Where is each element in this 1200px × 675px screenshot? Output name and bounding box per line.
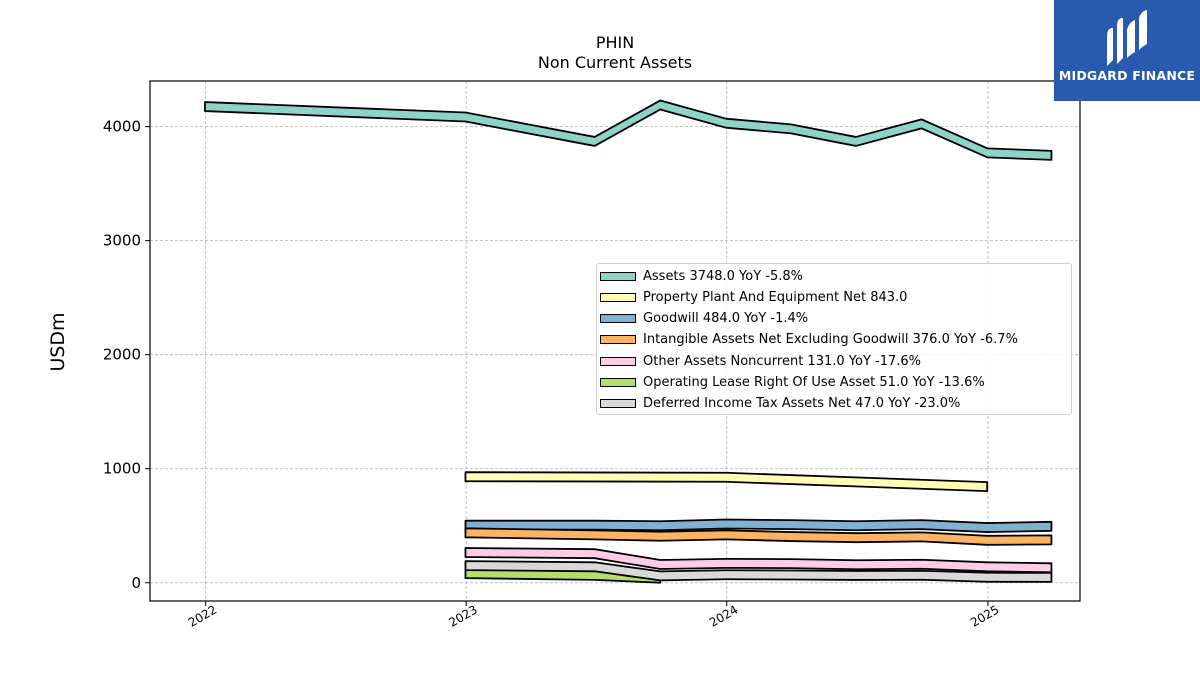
- x-tick-label: 2023: [446, 602, 479, 629]
- legend-item: Deferred Income Tax Assets Net 47.0 YoY …: [599, 394, 960, 414]
- legend-swatch: [600, 399, 636, 409]
- midgard-logo-icon: [1107, 10, 1147, 66]
- legend-swatch: [600, 271, 636, 281]
- y-tick-label: 3000: [103, 232, 141, 250]
- chart-subtitle: Non Current Assets: [537, 53, 693, 72]
- x-tick-label: 2025: [968, 602, 1001, 629]
- axis-layer: 0 1000 2000 3000 4000 2022 2023 2024 2025: [103, 118, 1002, 630]
- legend-item: Assets 3748.0 YoY -5.8%: [599, 266, 803, 286]
- y-tick-label: 1000: [103, 460, 141, 478]
- legend-item: Other Assets Noncurrent 131.0 YoY -17.6%: [599, 351, 921, 371]
- series-band-0: [204, 99, 1053, 161]
- legend-label: Deferred Income Tax Assets Net 47.0 YoY …: [643, 396, 961, 412]
- y-tick-label: 0: [131, 574, 141, 592]
- series-layer: [204, 99, 1053, 584]
- legend-swatch: [600, 314, 636, 324]
- legend-item: Property Plant And Equipment Net 843.0: [599, 287, 907, 307]
- legend-item: Operating Lease Right Of Use Asset 51.0 …: [599, 373, 985, 393]
- legend-swatch: [600, 378, 636, 387]
- y-axis-label: USDm: [47, 312, 69, 372]
- legend-item: Intangible Assets Net Excluding Goodwill…: [599, 330, 1018, 350]
- x-tick-label: 2022: [186, 602, 219, 629]
- legend-swatch: [600, 356, 636, 366]
- chart-title: PHIN: [595, 33, 635, 52]
- y-tick-label: 4000: [103, 118, 141, 136]
- plot-frame: [149, 80, 1081, 602]
- legend-label: Goodwill 484.0 YoY -1.4%: [643, 311, 809, 327]
- midgard-finance-logo: MIDGARD FINANCE: [1054, 0, 1200, 101]
- series-band-1: [464, 471, 989, 493]
- legend-label: Intangible Assets Net Excluding Goodwill…: [643, 332, 1018, 348]
- legend-swatch: [600, 335, 636, 345]
- series-band-2: [464, 518, 1053, 533]
- series-band-3: [464, 527, 1053, 546]
- legend-label: Assets 3748.0 YoY -5.8%: [643, 268, 804, 284]
- legend: Assets 3748.0 YoY -5.8% Property Plant An…: [596, 263, 1072, 415]
- y-tick-label: 2000: [103, 346, 141, 364]
- legend-label: Other Assets Noncurrent 131.0 YoY -17.6%: [643, 353, 922, 369]
- legend-label: Property Plant And Equipment Net 843.0: [643, 289, 908, 305]
- legend-label: Operating Lease Right Of Use Asset 51.0 …: [643, 375, 985, 390]
- series-band-6: [464, 560, 1053, 583]
- x-tick-label: 2024: [707, 602, 740, 629]
- legend-swatch: [600, 292, 636, 302]
- legend-item: Goodwill 484.0 YoY -1.4%: [599, 309, 808, 329]
- logo-text: MIDGARD FINANCE: [1058, 68, 1196, 83]
